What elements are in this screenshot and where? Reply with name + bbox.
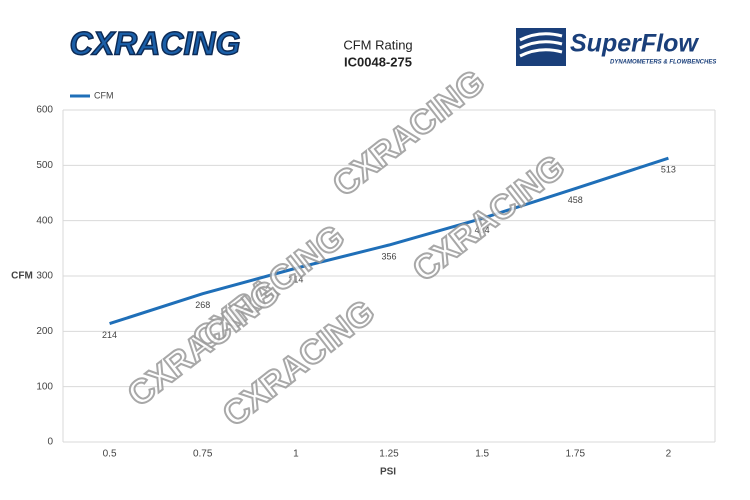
partner-tagline: DYNAMOMETERS & FLOWBENCHES <box>610 60 716 66</box>
data-label: 356 <box>381 251 396 261</box>
x-tick-label: 1.5 <box>475 449 489 460</box>
y-tick-label: 400 <box>36 215 53 226</box>
data-label: 214 <box>102 330 117 340</box>
chart-title: CFM Rating <box>343 37 412 52</box>
partner-logo-swoosh <box>519 32 563 58</box>
chart-subtitle: IC0048-275 <box>344 54 412 69</box>
data-label: 314 <box>288 275 303 285</box>
y-tick-label: 0 <box>47 437 53 448</box>
y-tick-label: 500 <box>36 160 53 171</box>
series-line <box>109 156 669 326</box>
x-tick-label: 1.75 <box>566 449 586 460</box>
data-label: 404 <box>475 225 490 235</box>
y-tick-label: 100 <box>36 381 53 392</box>
legend-label: CFM <box>94 90 114 100</box>
x-tick-label: 0.5 <box>103 449 117 460</box>
brand-logo: CXRACING <box>70 25 241 61</box>
x-tick-label: 0.75 <box>193 449 213 460</box>
x-axis-label: PSI <box>380 467 396 478</box>
partner-logo: SuperFlow <box>570 30 699 58</box>
y-tick-label: 200 <box>36 326 53 337</box>
y-axis-label: CFM <box>11 271 33 282</box>
x-tick-label: 1 <box>293 449 299 460</box>
y-tick-label: 300 <box>36 271 53 282</box>
y-tick-label: 600 <box>36 105 53 116</box>
data-label: 458 <box>568 195 583 205</box>
data-label: 513 <box>661 165 676 175</box>
data-label: 268 <box>195 300 210 310</box>
x-tick-label: 1.25 <box>379 449 399 460</box>
x-tick-label: 2 <box>666 449 672 460</box>
